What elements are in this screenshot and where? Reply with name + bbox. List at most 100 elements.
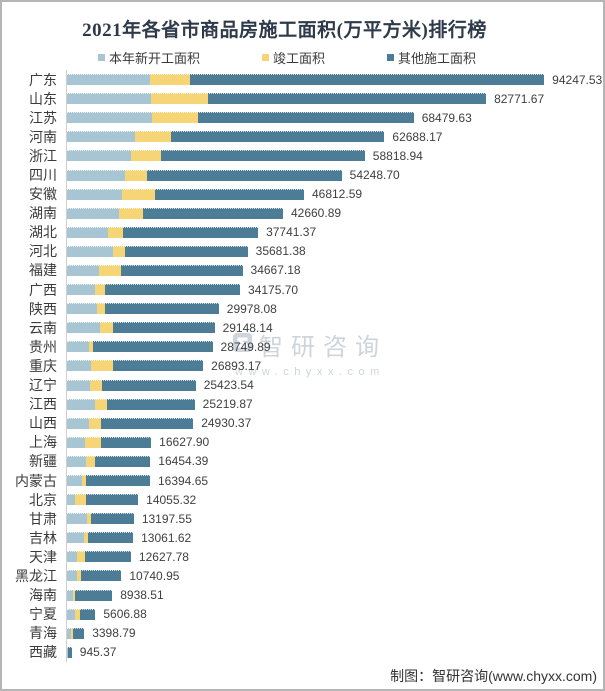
bar-stack[interactable]: [67, 646, 72, 658]
legend-item-label: 其他施工面积: [398, 51, 477, 66]
bar-segment-series-1: [152, 112, 199, 124]
bar-area: 3398.79: [66, 623, 603, 643]
bar-stack[interactable]: [67, 303, 219, 315]
bar-stack[interactable]: [67, 188, 304, 200]
chart-row: 天津 12627.78: [2, 547, 603, 567]
watermark: 智研咨询 www.chyxx.com: [233, 327, 387, 378]
bar-stack[interactable]: [67, 131, 385, 143]
bar-stack[interactable]: [67, 150, 365, 162]
category-label: 陕西: [29, 300, 57, 317]
chart-row: 西藏 945.37: [2, 642, 603, 662]
bar-segment-series-1: [149, 74, 190, 86]
value-label: 42660.89: [290, 206, 342, 221]
bar-area: 54248.70: [66, 165, 603, 185]
watermark-brand: 智研咨询: [259, 334, 387, 361]
legend-item-2[interactable]: 其他施工面积: [387, 48, 476, 67]
category-label: 福建: [29, 262, 57, 279]
bar-area: 46812.59: [66, 184, 603, 204]
value-label: 5606.88: [103, 607, 147, 622]
bar-stack[interactable]: [67, 417, 194, 429]
bar-segment-series-2: [120, 264, 243, 276]
bar-segment-series-1: [83, 532, 88, 544]
bar-segment-series-2: [142, 207, 283, 219]
value-label: 14055.32: [146, 492, 197, 507]
bar-segment-series-1: [81, 475, 87, 487]
bar-segment-series-0: [67, 513, 87, 525]
value-label: 94247.53: [552, 72, 603, 87]
bar-stack[interactable]: [67, 513, 134, 525]
bar-stack[interactable]: [67, 436, 152, 448]
value-label: 68479.63: [421, 110, 472, 125]
bar-stack[interactable]: [67, 608, 96, 620]
chart-row: 黑龙江 10740.95: [2, 566, 603, 586]
bar-segment-series-1: [121, 188, 156, 200]
bar-segment-series-0: [67, 303, 97, 315]
watermark-site: www.chyxx.com: [235, 366, 385, 378]
bar-segment-series-1: [95, 398, 107, 410]
bar-stack[interactable]: [67, 93, 487, 105]
bar-segment-series-1: [125, 169, 148, 181]
bar-stack[interactable]: [67, 475, 150, 487]
bar-stack[interactable]: [67, 264, 243, 276]
bar-stack[interactable]: [67, 570, 122, 582]
bar-area: 34175.70: [66, 280, 603, 300]
bar-stack[interactable]: [67, 226, 259, 238]
chart-row: 山西 24930.37: [2, 413, 603, 433]
value-label: 25423.54: [203, 378, 254, 393]
bar-stack[interactable]: [67, 360, 204, 372]
bar-segment-series-0: [67, 417, 90, 429]
chart-row: 新疆 16454.39: [2, 451, 603, 471]
bar-stack[interactable]: [67, 627, 85, 639]
bar-segment-series-0: [67, 188, 122, 200]
bar-stack[interactable]: [67, 379, 196, 391]
bar-stack[interactable]: [67, 589, 113, 601]
value-label: 26893.17: [211, 358, 262, 373]
chart-row: 四川 54248.70: [2, 165, 603, 185]
bar-stack[interactable]: [67, 322, 215, 334]
category-label: 内蒙古: [15, 472, 57, 489]
bar-stack[interactable]: [67, 551, 131, 563]
bar-area: 25423.54: [66, 375, 603, 395]
category-label: 河北: [29, 243, 57, 260]
value-label: 945.37: [79, 645, 117, 660]
category-label: 四川: [29, 167, 57, 184]
legend-item-1[interactable]: 竣工面积: [262, 48, 325, 67]
bar-segment-series-0: [67, 341, 89, 353]
bar-area: 26893.17: [66, 356, 603, 376]
bar-segment-series-1: [88, 341, 94, 353]
bar-stack[interactable]: [67, 207, 283, 219]
bar-segment-series-2: [125, 245, 248, 257]
bar-segment-series-2: [155, 188, 304, 200]
category-label: 西藏: [29, 644, 57, 661]
bar-stack[interactable]: [67, 169, 342, 181]
bar-stack[interactable]: [67, 398, 195, 410]
bar-stack[interactable]: [67, 245, 248, 257]
bar-area: 37741.37: [66, 222, 603, 242]
value-label: 35681.38: [255, 244, 306, 259]
bar-stack[interactable]: [67, 494, 139, 506]
bar-segment-series-2: [86, 475, 150, 487]
bar-segment-series-0: [67, 646, 68, 658]
bar-segment-series-0: [67, 322, 101, 334]
bar-stack[interactable]: [67, 341, 213, 353]
bar-stack[interactable]: [67, 112, 414, 124]
bar-stack[interactable]: [67, 284, 241, 296]
watermark-logo-icon: [233, 332, 252, 357]
chart-row: 安徽 46812.59: [2, 184, 603, 204]
bar-segment-series-2: [81, 570, 122, 582]
legend-item-0[interactable]: 本年新开工面积: [98, 48, 200, 67]
bar-area: 8938.51: [66, 585, 603, 605]
category-label: 湖北: [29, 224, 57, 241]
bar-stack[interactable]: [67, 532, 134, 544]
bar-segment-series-2: [189, 74, 545, 86]
bar-segment-series-1: [130, 150, 161, 162]
bar-stack[interactable]: [67, 455, 151, 467]
bar-segment-series-0: [67, 494, 76, 506]
bar-area: 42660.89: [66, 203, 603, 223]
chart-row: 湖南 42660.89: [2, 203, 603, 223]
bar-area: 14055.32: [66, 490, 603, 510]
bar-stack[interactable]: [67, 74, 545, 86]
bar-area: 16627.90: [66, 432, 603, 452]
value-label: 54248.70: [349, 168, 400, 183]
bar-area: 29978.08: [66, 299, 603, 319]
